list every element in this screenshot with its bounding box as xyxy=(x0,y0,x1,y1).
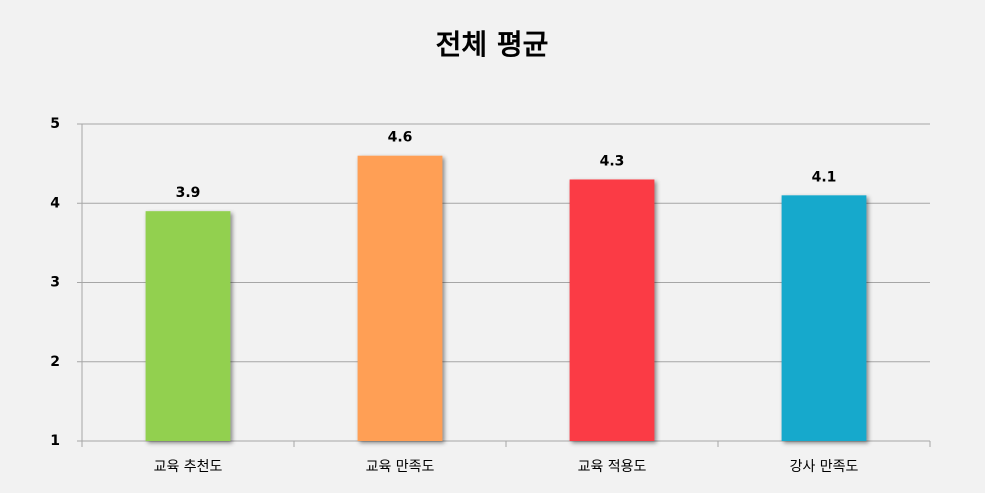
x-tick-label: 교육 적용도 xyxy=(578,459,647,475)
y-tick-label: 5 xyxy=(50,116,60,132)
bar xyxy=(357,155,443,441)
y-tick-label: 2 xyxy=(50,354,60,370)
bar xyxy=(781,195,867,441)
bar xyxy=(569,179,655,441)
y-tick-label: 3 xyxy=(50,275,60,291)
value-label: 4.6 xyxy=(388,130,413,146)
x-tick-label: 교육 추천도 xyxy=(154,459,223,475)
chart-title: 전체 평균 xyxy=(436,28,549,61)
y-tick-label: 1 xyxy=(50,433,60,449)
x-tick-label: 강사 만족도 xyxy=(790,459,859,475)
bar xyxy=(145,211,231,441)
value-label: 3.9 xyxy=(176,185,201,201)
y-tick-label: 4 xyxy=(50,195,60,211)
value-label: 4.1 xyxy=(812,169,837,185)
x-tick-label: 교육 만족도 xyxy=(366,459,435,475)
value-label: 4.3 xyxy=(600,153,625,169)
